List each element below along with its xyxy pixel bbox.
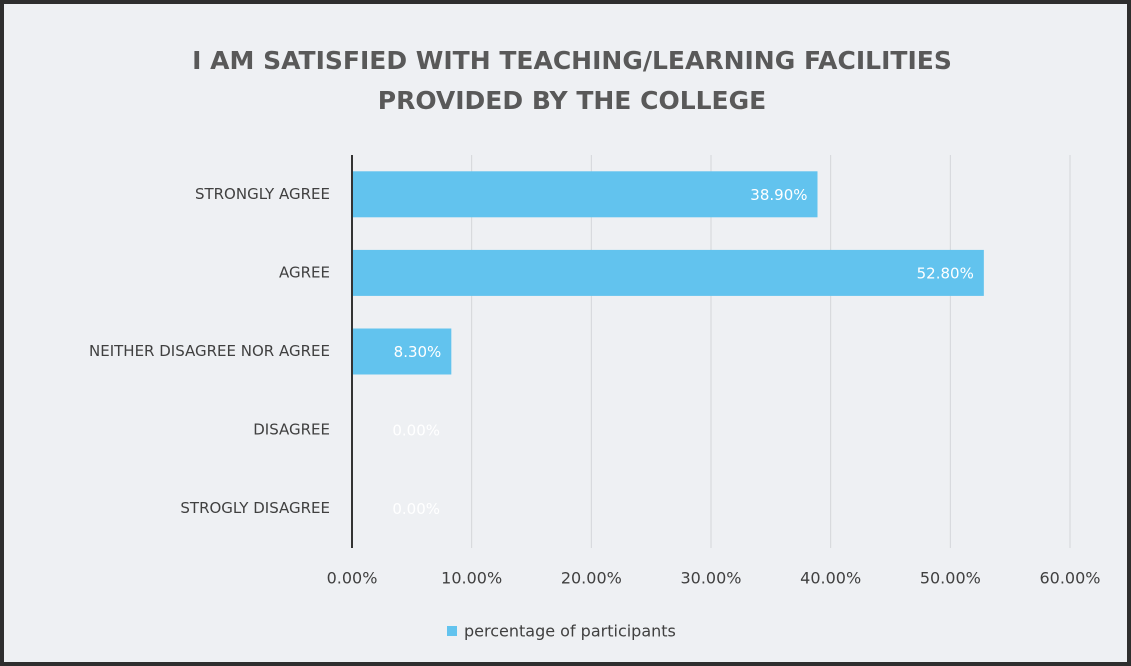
x-tick-label: 20.00% [561, 569, 622, 588]
value-label: 38.90% [750, 186, 807, 204]
bar [352, 328, 452, 375]
x-tick-label: 0.00% [327, 569, 378, 588]
y-tick-label: STRONGLY AGREE [195, 185, 330, 203]
y-tick-label: AGREE [279, 263, 330, 281]
y-tick-label: DISAGREE [253, 421, 330, 439]
bar [352, 249, 984, 296]
value-label: 0.00% [392, 500, 440, 518]
x-tick-label: 40.00% [800, 569, 861, 588]
bar [352, 171, 818, 218]
y-tick-label: NEITHER DISAGREE NOR AGREE [89, 342, 330, 360]
value-label: 0.00% [392, 422, 440, 440]
value-label: 8.30% [394, 343, 442, 361]
value-label: 52.80% [917, 264, 974, 282]
x-tick-label: 30.00% [680, 569, 741, 588]
legend-label: percentage of participants [464, 622, 676, 641]
x-tick-label: 60.00% [1039, 569, 1100, 588]
chart-title: PROVIDED BY THE COLLEGE [378, 86, 766, 115]
x-tick-label: 50.00% [920, 569, 981, 588]
chart-title: I AM SATISFIED WITH TEACHING/LEARNING FA… [192, 46, 952, 75]
legend-swatch [447, 626, 457, 636]
y-tick-label: STROGLY DISAGREE [180, 499, 330, 517]
x-tick-label: 10.00% [441, 569, 502, 588]
